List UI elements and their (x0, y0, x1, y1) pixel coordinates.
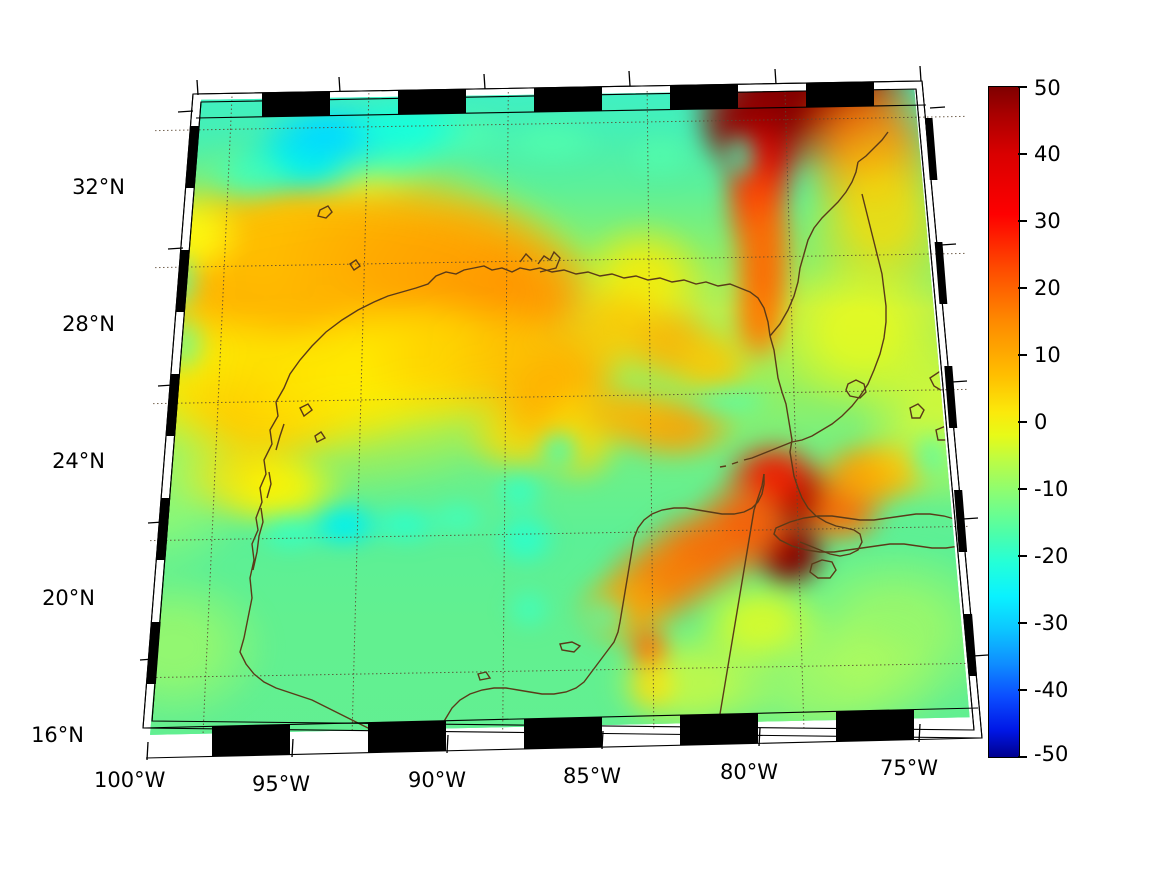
lat-tick-marks (139, 110, 194, 661)
field-blob (676, 379, 777, 420)
colorbar-gradient (988, 86, 1020, 758)
lon-tick-label-80W: 80°W (720, 760, 778, 784)
field-blob (490, 464, 547, 517)
lon-tick-marks-top (196, 65, 922, 96)
lat-tick-label-24N: 24°N (52, 449, 105, 473)
colorbar-label-40: 40 (1034, 142, 1061, 166)
lon-tick-label-85W: 85°W (563, 764, 621, 788)
lon-tick-marks (146, 723, 921, 761)
field-blob (718, 125, 763, 186)
field-blob (575, 592, 636, 641)
colorbar-label-n40: -40 (1034, 678, 1069, 702)
field-blob (535, 426, 583, 471)
lon-tick-label-90W: 90°W (408, 768, 466, 792)
lon-tick-label-100W: 100°W (94, 768, 166, 792)
frame-left-stripes (143, 126, 201, 684)
colorbar-label-20: 20 (1034, 276, 1061, 300)
lon-tick-label-95W: 95°W (252, 772, 310, 796)
field-blob (423, 496, 494, 541)
colorbar-label-n10: -10 (1034, 477, 1069, 501)
colorbar[interactable]: 50 40 30 20 10 0 -10 -20 -30 -40 -50 (988, 76, 1068, 766)
lat-tick-label-16N: 16°N (31, 723, 84, 747)
colorbar-label-n30: -30 (1034, 611, 1069, 635)
map-plot-area: 32°N 28°N 24°N 20°N 16°N 100°W 95°W 90°W… (31, 65, 989, 796)
field-blob (252, 508, 329, 557)
lat-tick-label-32N: 32°N (72, 175, 125, 199)
lon-tick-label-75W: 75°W (880, 756, 938, 780)
colorbar-label-50: 50 (1034, 76, 1061, 100)
colorbar-label-30: 30 (1034, 209, 1061, 233)
field-blob (502, 585, 555, 634)
frame-right-stripes (922, 118, 982, 676)
colorbar-label-10: 10 (1034, 343, 1061, 367)
lat-tick-label-20N: 20°N (42, 586, 95, 610)
lat-tick-label-28N: 28°N (62, 312, 115, 336)
field-blob (571, 378, 682, 449)
field-blob (624, 129, 695, 182)
frame-top-stripes (262, 81, 874, 118)
colorbar-label-n50: -50 (1034, 742, 1069, 766)
map-frame (139, 65, 989, 761)
colorbar-label-0: 0 (1034, 410, 1048, 434)
colorbar-label-n20: -20 (1034, 544, 1069, 568)
lat-tick-marks-right (929, 106, 989, 657)
